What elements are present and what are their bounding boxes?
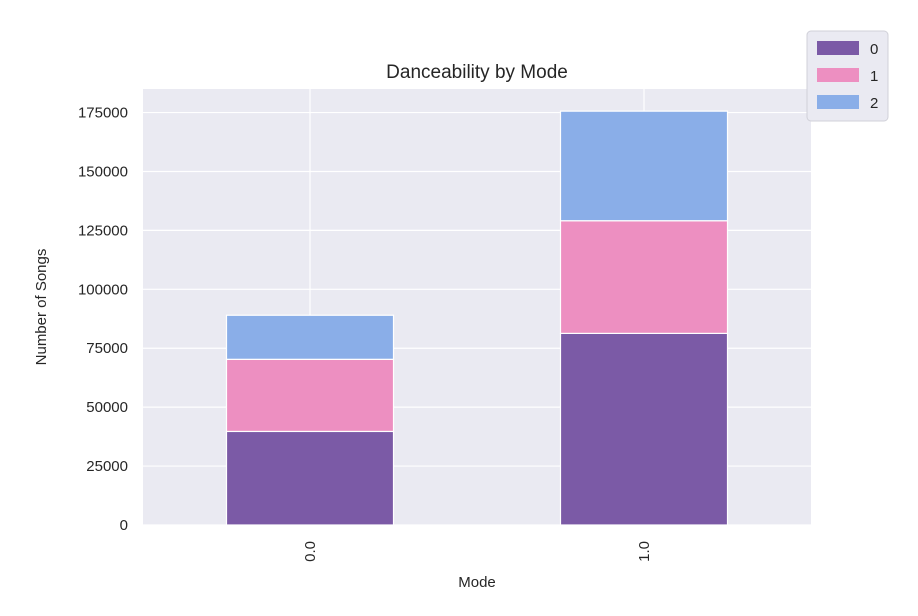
bars bbox=[225, 110, 729, 526]
legend: 0 1 2 bbox=[806, 30, 889, 122]
legend-swatch-1 bbox=[817, 68, 859, 82]
legend-label-1: 1 bbox=[870, 68, 878, 85]
y-tick-labels: 0 25000 50000 75000 100000 125000 150000 175000 bbox=[78, 105, 128, 534]
y-tick-label: 25000 bbox=[86, 458, 128, 475]
y-tick-label: 175000 bbox=[78, 105, 128, 122]
y-tick-label: 0 bbox=[120, 517, 128, 534]
bar-segment-series-2-0.0 bbox=[225, 314, 395, 360]
x-tick-label: 1.0 bbox=[636, 541, 653, 562]
x-axis-label: Mode bbox=[458, 574, 496, 591]
bar-segment-series-2-1.0 bbox=[559, 110, 729, 222]
y-tick-label: 50000 bbox=[86, 399, 128, 416]
bar-segment-series-1-0.0 bbox=[225, 358, 395, 433]
y-tick-label: 75000 bbox=[86, 340, 128, 357]
chart-title: Danceability by Mode bbox=[386, 62, 568, 83]
bar-segment-series-0-1.0 bbox=[559, 332, 729, 526]
y-tick-label: 100000 bbox=[78, 281, 128, 298]
bar-segment-series-1-1.0 bbox=[559, 220, 729, 334]
x-tick-label: 0.0 bbox=[302, 541, 319, 562]
legend-swatch-0 bbox=[817, 41, 859, 55]
y-tick-label: 125000 bbox=[78, 222, 128, 239]
y-axis-label: Number of Songs bbox=[33, 249, 50, 366]
bar-segment-series-0-0.0 bbox=[225, 430, 395, 526]
legend-swatch-2 bbox=[817, 95, 859, 109]
y-tick-label: 150000 bbox=[78, 163, 128, 180]
legend-label-0: 0 bbox=[870, 41, 878, 58]
x-tick-labels: 0.0 1.0 bbox=[302, 541, 653, 562]
legend-label-2: 2 bbox=[870, 95, 878, 112]
